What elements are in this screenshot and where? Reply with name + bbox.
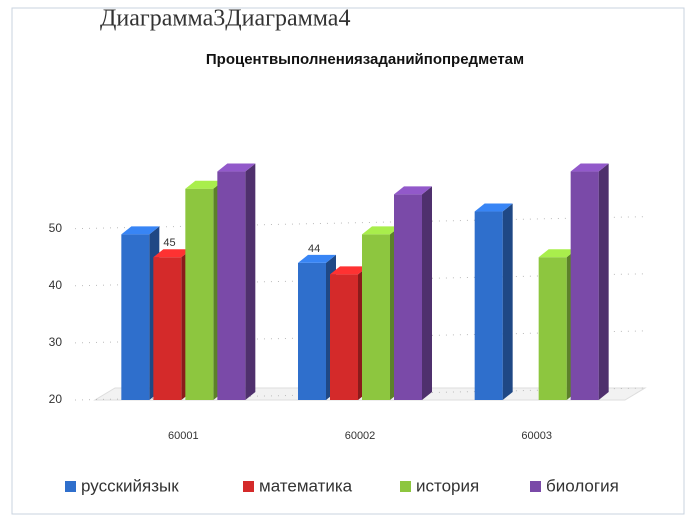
x-tick-label: 60002 xyxy=(345,430,376,442)
caption: Диаграмма3Диаграмма4 xyxy=(100,6,350,32)
legend-label: математика xyxy=(259,476,353,495)
x-tick-label: 60001 xyxy=(168,430,199,442)
bar-top xyxy=(121,226,160,235)
x-tick-label: 60003 xyxy=(521,430,552,442)
bar-top xyxy=(185,180,224,189)
bar-side xyxy=(245,163,256,400)
chart-title: Процентвыполнениязаданийпопредметам xyxy=(206,51,524,68)
bar-side xyxy=(598,163,609,400)
bar xyxy=(538,257,567,400)
bar-top xyxy=(298,254,336,263)
bar-top xyxy=(330,266,368,275)
data-label: 45 xyxy=(163,237,175,249)
y-tick-label: 50 xyxy=(49,221,63,235)
bar-side xyxy=(502,203,513,400)
legend-label: русскийязык xyxy=(81,476,179,495)
legend-swatch xyxy=(243,481,254,492)
legend-swatch xyxy=(530,481,541,492)
bar-top xyxy=(538,249,577,258)
data-label: 44 xyxy=(308,243,320,255)
bar xyxy=(217,171,246,400)
legend-swatch xyxy=(400,481,411,492)
y-tick-label: 30 xyxy=(49,335,63,349)
legend-swatch xyxy=(65,481,76,492)
bar xyxy=(394,194,422,400)
bar xyxy=(570,171,599,400)
bar xyxy=(185,188,214,400)
bar xyxy=(474,211,503,400)
bar-side xyxy=(422,186,432,400)
bar xyxy=(298,262,326,400)
bar-top xyxy=(474,203,513,212)
bar-top xyxy=(217,163,256,172)
bar-top xyxy=(362,226,400,235)
y-tick-label: 40 xyxy=(49,278,63,292)
bar-top xyxy=(153,249,192,258)
bar-top xyxy=(394,186,432,195)
bar xyxy=(121,234,150,400)
bar xyxy=(330,274,358,400)
legend-label: биология xyxy=(546,476,619,495)
y-tick-label: 20 xyxy=(49,392,63,406)
bar xyxy=(362,234,390,400)
legend-label: история xyxy=(416,476,479,495)
bar-top xyxy=(570,163,609,172)
bar xyxy=(153,257,182,400)
